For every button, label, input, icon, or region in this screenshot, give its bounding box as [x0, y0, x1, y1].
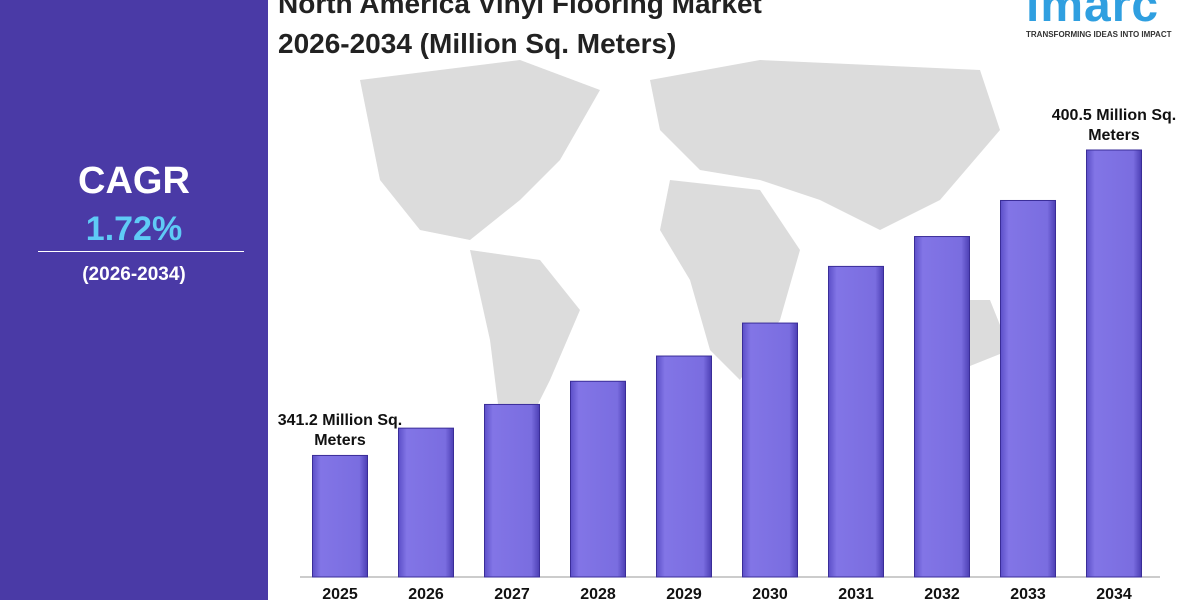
x-tick-label: 2029 [666, 586, 702, 603]
cagr-value: 1.72% [85, 210, 183, 248]
x-tick-label: 2025 [322, 586, 358, 603]
cagr-panel: CAGR 1.72% (2026-2034) [0, 0, 268, 600]
x-tick-label: 2034 [1096, 586, 1132, 603]
bar [1086, 149, 1142, 578]
bar [570, 380, 626, 578]
logo-name: imarc [1026, 0, 1160, 32]
bar [828, 265, 884, 578]
bar [914, 236, 970, 578]
x-tick-label: 2030 [752, 586, 788, 603]
bar [312, 454, 368, 578]
x-tick-label: 2028 [580, 586, 616, 603]
bar [742, 322, 798, 578]
x-tick-label: 2026 [408, 586, 444, 603]
x-tick-label: 2033 [1010, 586, 1046, 603]
x-tick-label: 2031 [838, 586, 874, 603]
value-label: 341.2 Million Sq. Meters [277, 412, 403, 450]
bar [1000, 199, 1056, 578]
bar [484, 403, 540, 578]
x-tick-label: 2027 [494, 586, 530, 603]
bar [398, 427, 454, 578]
chart-title: North America Vinyl Flooring Market 2026… [278, 0, 762, 59]
logo-tagline: TRANSFORMING IDEAS INTO IMPACT [1026, 30, 1172, 39]
divider [38, 251, 244, 252]
x-tick-label: 2032 [924, 586, 960, 603]
cagr-label: CAGR [78, 160, 190, 202]
bar [656, 355, 712, 578]
cagr-period: (2026-2034) [82, 264, 186, 285]
value-label: 400.5 Million Sq. Meters [1051, 107, 1177, 144]
